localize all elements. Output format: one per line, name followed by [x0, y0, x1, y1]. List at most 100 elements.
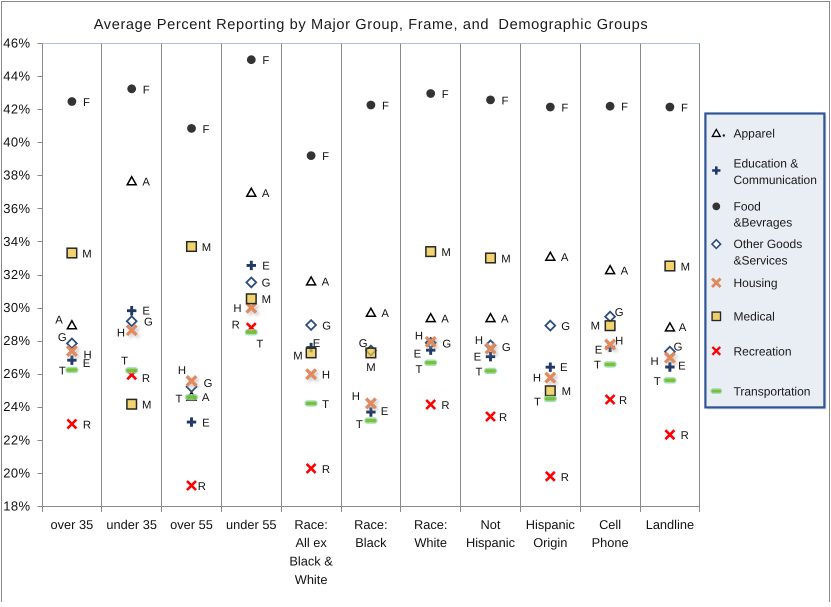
svg-text:28%: 28%	[3, 333, 30, 348]
svg-text:M: M	[82, 249, 91, 261]
svg-text:32%: 32%	[3, 267, 30, 282]
svg-text:E: E	[595, 345, 603, 357]
svg-text:E: E	[262, 261, 270, 273]
svg-text:A: A	[501, 313, 509, 325]
svg-text:White: White	[414, 535, 447, 550]
svg-text:G: G	[58, 332, 67, 344]
svg-text:F: F	[83, 97, 90, 109]
svg-text:Hispanic: Hispanic	[466, 535, 516, 550]
svg-text:A: A	[322, 277, 330, 289]
svg-text:T: T	[654, 376, 661, 388]
svg-text:Average Percent Reporting by M: Average Percent Reporting by Major Group…	[94, 17, 649, 33]
svg-text:under 35: under 35	[106, 517, 157, 532]
svg-text:20%: 20%	[3, 465, 30, 480]
svg-text:M: M	[591, 321, 600, 333]
svg-text:G: G	[674, 342, 683, 354]
svg-text:under 55: under 55	[226, 517, 277, 532]
svg-text:over 55: over 55	[170, 517, 213, 532]
svg-text:A: A	[55, 315, 63, 327]
svg-text:R: R	[561, 472, 569, 484]
svg-text:18%: 18%	[3, 498, 30, 513]
svg-text:Medical: Medical	[734, 310, 775, 324]
svg-text:H: H	[352, 391, 360, 403]
svg-text:R: R	[441, 400, 449, 412]
svg-text:M: M	[202, 242, 211, 254]
svg-text:R: R	[499, 412, 507, 424]
svg-text:Race:: Race:	[354, 517, 387, 532]
svg-text:A: A	[142, 177, 150, 189]
svg-text:R: R	[619, 395, 627, 407]
svg-text:46%: 46%	[3, 35, 30, 50]
svg-text:42%: 42%	[3, 102, 30, 117]
svg-text:T: T	[59, 365, 66, 377]
svg-text:M: M	[562, 386, 571, 398]
svg-text:F: F	[143, 84, 150, 96]
svg-text:Origin: Origin	[533, 535, 567, 550]
svg-text:M: M	[501, 254, 510, 266]
svg-text:H: H	[651, 356, 659, 368]
svg-text:Black &: Black &	[289, 554, 333, 569]
svg-text:E: E	[381, 406, 389, 418]
svg-text:F: F	[382, 101, 389, 113]
svg-text:44%: 44%	[3, 69, 30, 84]
svg-text:R: R	[232, 320, 240, 332]
svg-text:Race:: Race:	[414, 517, 447, 532]
svg-text:E: E	[678, 361, 686, 373]
svg-text:T: T	[475, 367, 482, 379]
svg-text:R: R	[142, 373, 150, 385]
svg-text:over 35: over 35	[51, 517, 94, 532]
svg-text:T: T	[175, 394, 182, 406]
svg-text:E: E	[474, 352, 482, 364]
svg-text:Housing: Housing	[734, 276, 778, 290]
svg-text:E: E	[83, 358, 91, 370]
svg-text:24%: 24%	[3, 399, 30, 414]
svg-text:M: M	[293, 351, 302, 363]
svg-text:R: R	[322, 464, 330, 476]
svg-text:H: H	[117, 328, 125, 340]
svg-text:Not: Not	[481, 517, 501, 532]
svg-text:&Services: &Services	[734, 254, 788, 268]
svg-text:T: T	[415, 364, 422, 376]
svg-text:E: E	[414, 349, 422, 361]
svg-text:22%: 22%	[3, 432, 30, 447]
svg-text:F: F	[681, 103, 688, 115]
svg-text:T: T	[121, 356, 128, 368]
svg-text:G: G	[144, 317, 153, 329]
svg-text:36%: 36%	[3, 201, 30, 216]
svg-text:Transportation: Transportation	[734, 385, 811, 399]
svg-text:F: F	[561, 103, 568, 115]
svg-text:Recreation: Recreation	[734, 344, 792, 358]
svg-text:T: T	[356, 419, 363, 431]
svg-text:R: R	[83, 420, 91, 432]
svg-text:G: G	[615, 307, 624, 319]
svg-text:G: G	[442, 339, 451, 351]
svg-text:White: White	[295, 572, 328, 587]
svg-text:G: G	[322, 320, 331, 332]
svg-text:38%: 38%	[3, 168, 30, 183]
svg-text:M: M	[366, 362, 375, 374]
svg-text:E: E	[313, 338, 321, 350]
svg-text:40%: 40%	[3, 135, 30, 150]
svg-text:R: R	[198, 481, 206, 493]
svg-text:A: A	[561, 252, 569, 264]
svg-text:H: H	[84, 350, 92, 362]
svg-text:G: G	[561, 321, 570, 333]
svg-text:A: A	[621, 265, 629, 277]
svg-text:F: F	[502, 95, 509, 107]
svg-text:Phone: Phone	[592, 535, 629, 550]
svg-text:All ex: All ex	[295, 535, 327, 550]
svg-text:F: F	[202, 124, 209, 136]
svg-text:A: A	[679, 322, 687, 334]
svg-text:H: H	[233, 303, 241, 315]
svg-text:A: A	[262, 188, 270, 200]
svg-text:A: A	[441, 313, 449, 325]
svg-text:H: H	[415, 331, 423, 343]
svg-text:E: E	[560, 362, 568, 374]
svg-text:R: R	[681, 430, 689, 442]
svg-text:E: E	[142, 306, 150, 318]
svg-text:26%: 26%	[3, 366, 30, 381]
svg-text:&Bevrages: &Bevrages	[734, 215, 793, 229]
svg-text:H: H	[615, 336, 623, 348]
svg-text:H: H	[475, 335, 483, 347]
svg-text:A: A	[202, 392, 210, 404]
